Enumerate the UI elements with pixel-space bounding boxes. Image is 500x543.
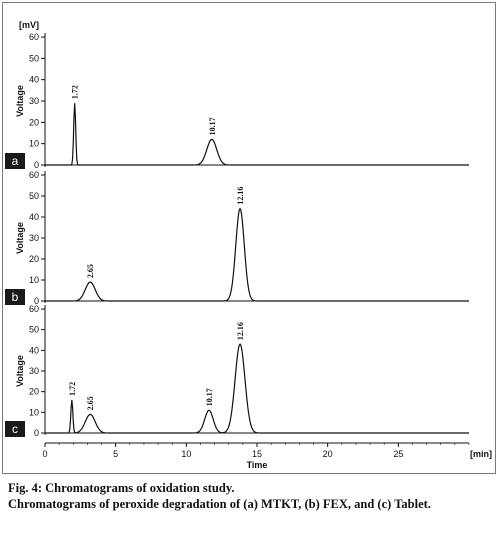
caption-title: Fig. 4: Chromatograms of oxidation study… [8,481,235,495]
panel-badge-label-a: a [12,154,19,168]
y-axis-label-a: Voltage [15,85,25,117]
x-tick-label: 20 [323,449,333,459]
x-tick-label: 5 [113,449,118,459]
x-tick-label: 25 [393,449,403,459]
y-tick-label-b: 20 [29,254,39,264]
y-tick-label-c: 20 [29,387,39,397]
panel-badge-a [5,153,25,169]
trace-b [45,207,469,302]
y-tick-label-a: 20 [29,117,39,127]
peak-label: 10.17 [208,117,217,135]
y-tick-label-a: 30 [29,96,39,106]
y-tick-label-c: 60 [29,304,39,314]
trace-c [45,343,469,434]
y-tick-label-c: 40 [29,345,39,355]
peak-label: 10.17 [205,388,214,406]
x-tick-label: 10 [181,449,191,459]
y-tick-label-a: 0 [34,160,39,170]
y-tick-label-b: 30 [29,233,39,243]
figure-frame: 0 10 20 30 40 50 60 [mV] Voltage 1.72 10.17 a 0 10 20 3… [2,2,496,474]
trace-a [45,103,469,166]
y-tick-label-c: 10 [29,407,39,417]
y-tick-label-a: 50 [29,53,39,63]
panel-badge-label-c: c [12,422,18,436]
y-tick-label-c: 0 [34,428,39,438]
x-tick-label: 15 [252,449,262,459]
y-tick-label-b: 0 [34,296,39,306]
caption-body: Chromatograms of peroxide degradation of… [8,497,431,511]
figure-caption: Fig. 4: Chromatograms of oxidation study… [8,480,496,512]
y-tick-label-a: 40 [29,75,39,85]
x-tick-label: 0 [42,449,47,459]
x-unit-label: [min] [470,449,492,459]
peak-label: 1.72 [68,382,77,396]
y-tick-label-c: 30 [29,366,39,376]
y-tick-label-a: 60 [29,32,39,42]
x-axis-label: Time [247,460,268,470]
panel-badge-b [5,289,25,305]
y-tick-label-b: 50 [29,191,39,201]
y-tick-label-b: 60 [29,170,39,180]
peak-label: 1.72 [71,85,80,99]
peak-label: 2.65 [86,264,95,278]
peak-label: 12.16 [236,187,245,205]
panel-badge-c [5,421,25,437]
y-axis-label-c: Voltage [15,355,25,387]
y-axis-label-b: Voltage [15,222,25,254]
y-unit-label: [mV] [19,20,39,30]
y-tick-label-c: 50 [29,325,39,335]
peak-label: 12.16 [236,322,245,340]
peak-label: 2.65 [86,396,95,410]
panel-badge-label-b: b [12,290,19,304]
y-tick-label-b: 40 [29,212,39,222]
y-tick-label-b: 10 [29,275,39,285]
y-tick-label-a: 10 [29,139,39,149]
